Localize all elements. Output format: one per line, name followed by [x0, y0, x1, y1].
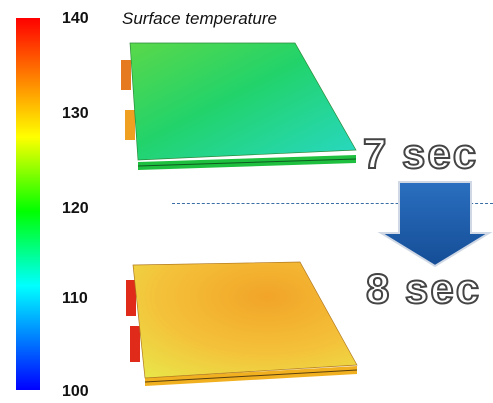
tick-110: 110: [62, 290, 88, 307]
tab-upper-8sec: [126, 280, 136, 316]
plate-8sec: [126, 261, 358, 386]
plot-title: Surface temperature: [122, 9, 277, 28]
tab-upper-7sec: [121, 60, 131, 90]
tab-lower-8sec: [130, 326, 140, 362]
divider-line: [172, 203, 493, 204]
plate-surface-7sec: [129, 42, 357, 161]
tick-100: 100: [62, 383, 89, 400]
tick-120: 120: [62, 200, 89, 217]
time-label-7sec: 7 sec: [362, 129, 479, 178]
time-label-8sec: 8 sec: [365, 264, 482, 313]
tick-140: 140: [62, 10, 89, 27]
tab-lower-7sec: [125, 110, 135, 140]
down-arrow: [377, 181, 493, 268]
temperature-colorbar: [16, 18, 40, 390]
plate-surface-8sec: [132, 261, 358, 379]
plate-7sec: [121, 42, 357, 170]
tick-130: 130: [62, 105, 89, 122]
